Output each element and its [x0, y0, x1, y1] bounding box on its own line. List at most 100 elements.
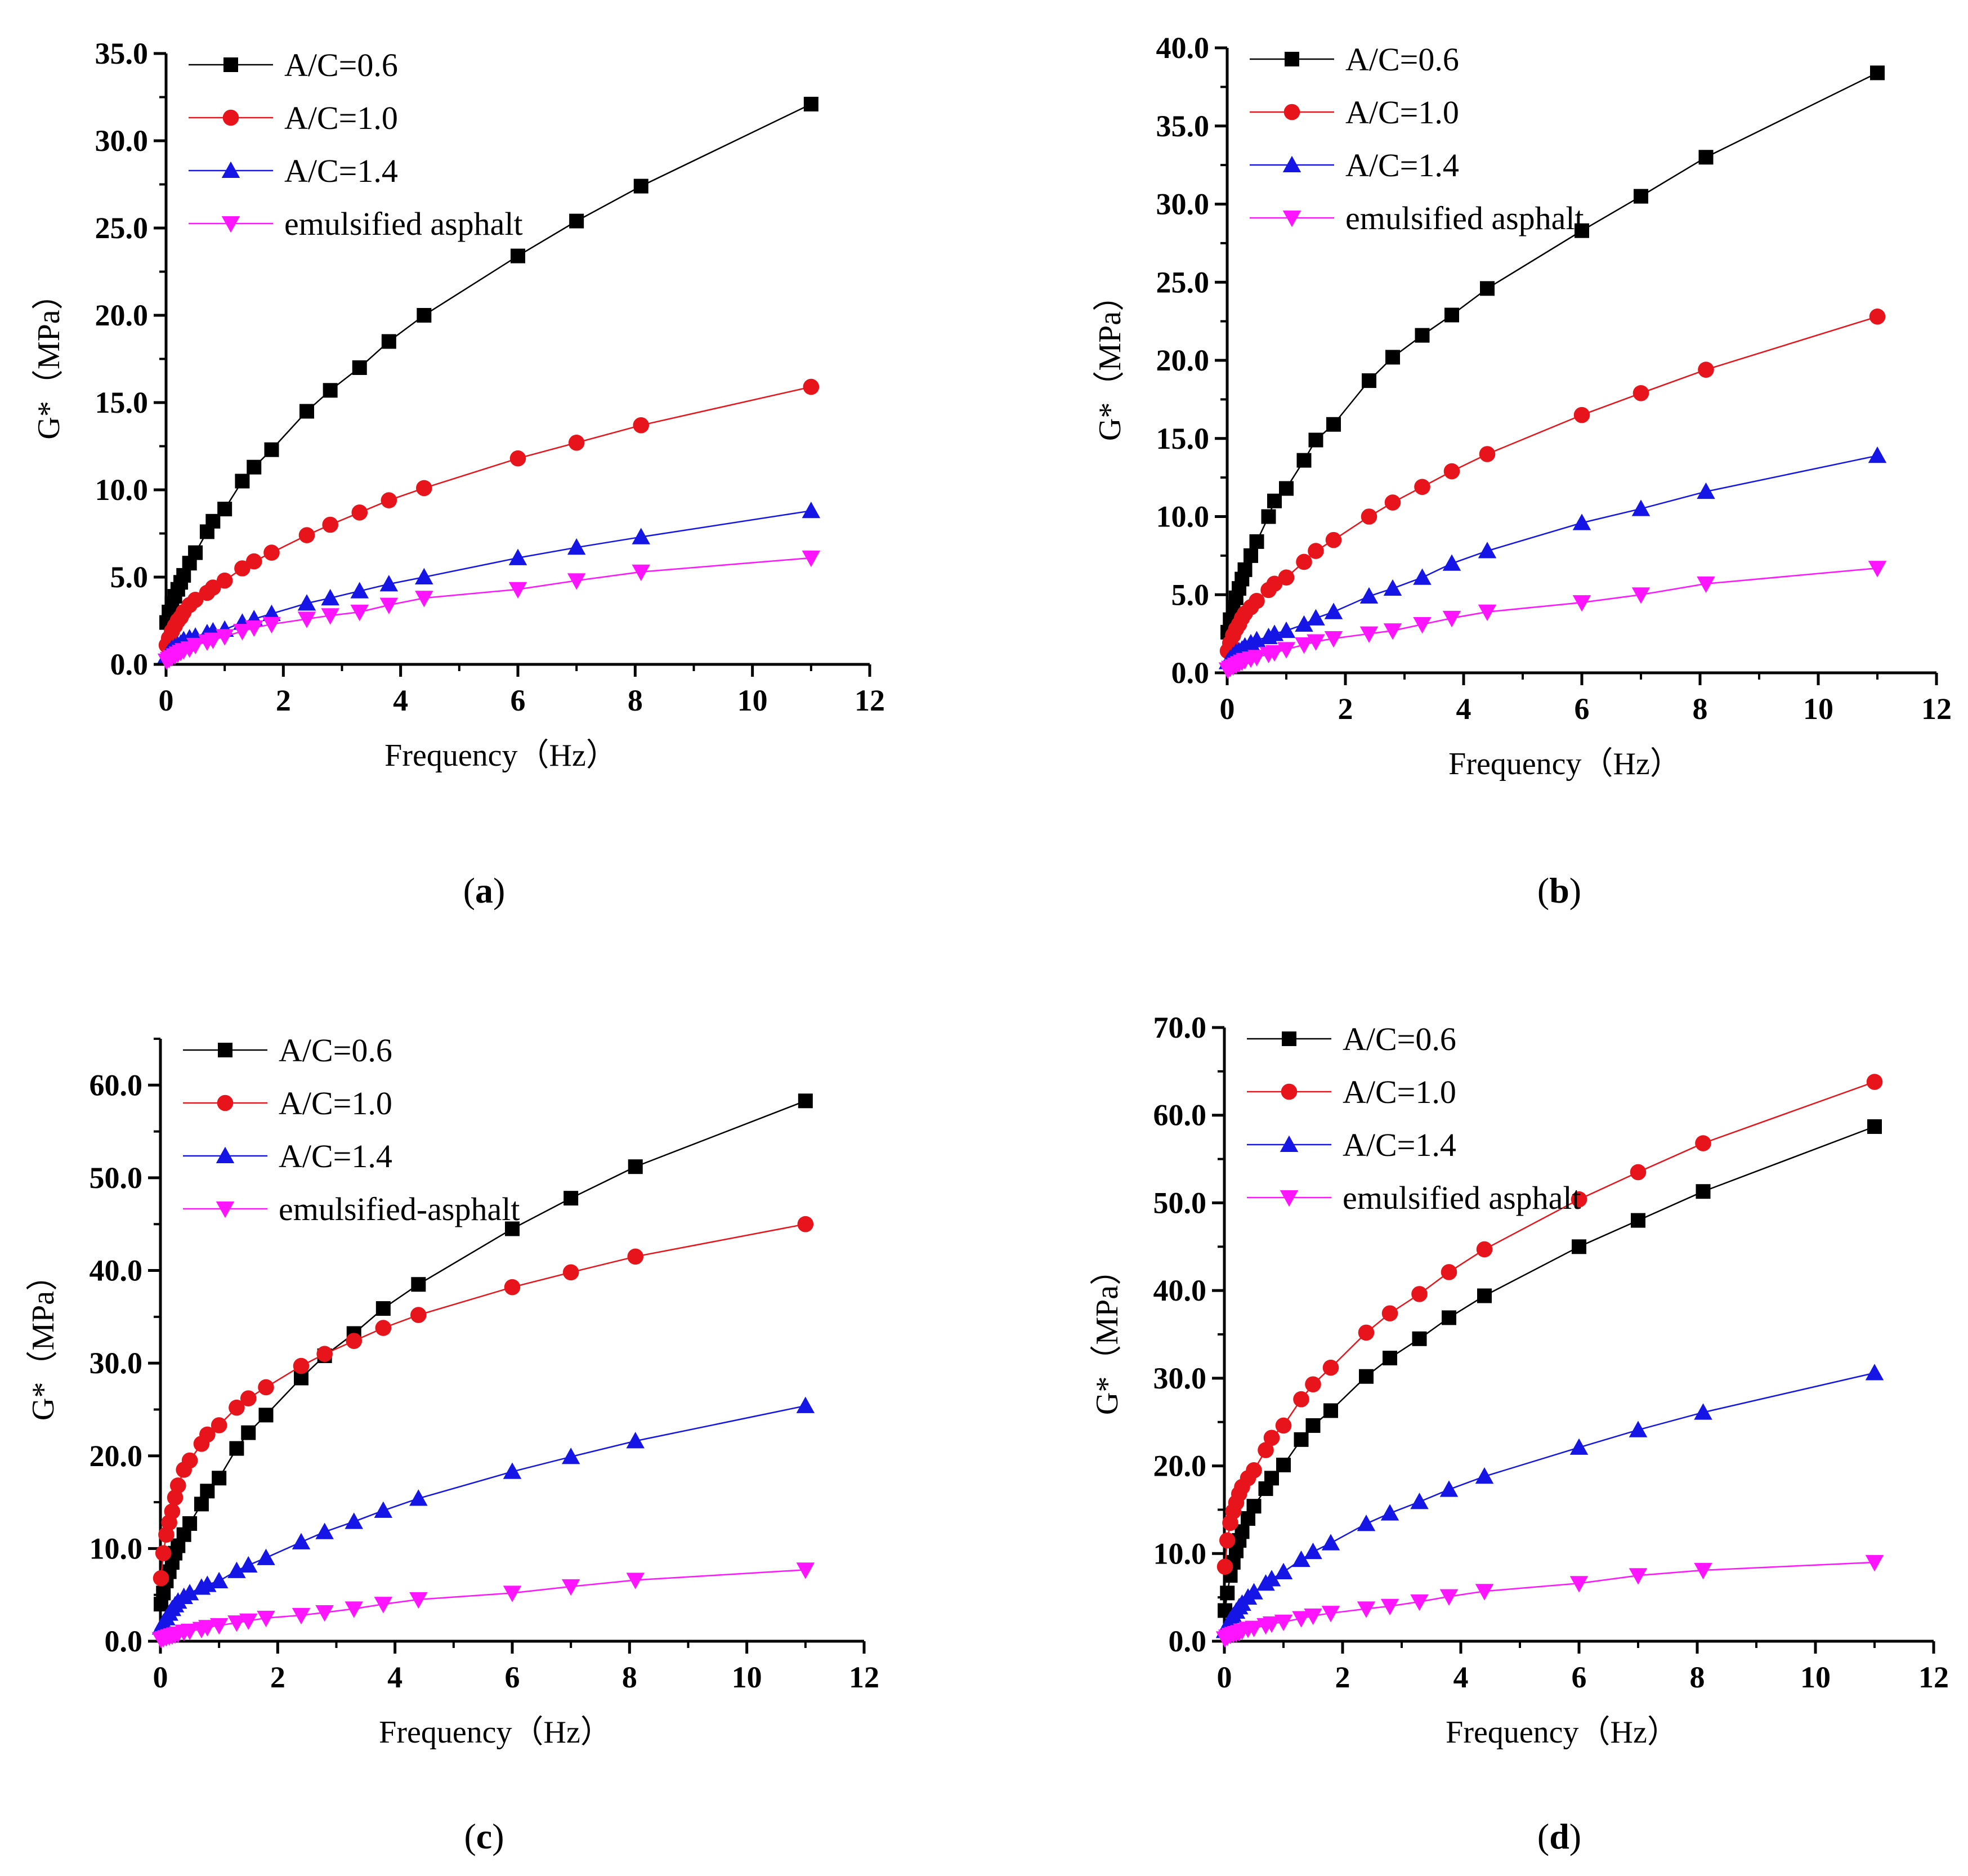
y-tick-label: 40.0 — [1156, 31, 1210, 65]
data-point-series-1 — [1571, 1191, 1587, 1208]
data-point-series-3 — [204, 632, 222, 649]
data-point-series-3 — [350, 605, 369, 622]
legend-marker — [221, 216, 240, 233]
data-point-series-2 — [292, 1533, 311, 1549]
data-point-series-2 — [1410, 1493, 1429, 1509]
y-tick-label: 40.0 — [1153, 1274, 1207, 1307]
data-point-series-3 — [1629, 1568, 1648, 1585]
panel-caption-b: (b) — [1537, 870, 1582, 910]
data-point-series-3 — [186, 637, 205, 655]
data-point-series-0 — [803, 96, 818, 111]
data-point-series-3 — [1295, 637, 1313, 654]
data-point-series-2 — [1478, 542, 1497, 559]
data-point-series-2 — [1262, 1570, 1281, 1587]
data-point-series-0 — [1867, 1119, 1882, 1134]
data-point-series-0 — [633, 178, 648, 194]
data-point-series-0 — [1696, 1184, 1711, 1199]
data-point-series-1 — [627, 1248, 644, 1265]
data-point-series-0 — [1237, 562, 1253, 577]
data-point-series-0 — [1294, 1432, 1309, 1447]
x-tick-label: 2 — [1335, 1660, 1350, 1694]
data-point-series-2 — [1383, 579, 1402, 596]
x-tick-label: 8 — [1690, 1660, 1705, 1694]
series-line-2 — [1224, 1372, 1875, 1631]
data-point-series-0 — [1244, 548, 1258, 563]
data-point-series-3 — [802, 550, 821, 568]
data-point-series-1 — [1476, 1241, 1493, 1258]
data-point-series-0 — [1267, 493, 1282, 508]
x-tick-label: 4 — [393, 684, 408, 717]
y-tick-label: 70.0 — [1153, 1011, 1207, 1044]
data-point-series-1 — [263, 544, 280, 561]
data-point-series-0 — [188, 545, 203, 560]
data-point-series-0 — [1870, 65, 1885, 81]
data-point-series-3 — [409, 1592, 428, 1609]
data-point-series-1 — [1414, 479, 1430, 495]
x-tick-label: 8 — [622, 1660, 637, 1694]
data-point-series-3 — [796, 1562, 815, 1579]
data-point-series-0 — [229, 1441, 244, 1456]
legend-marker — [216, 1201, 235, 1218]
data-point-series-1 — [1411, 1286, 1428, 1302]
data-point-series-3 — [1292, 1611, 1310, 1628]
data-point-series-3 — [257, 1610, 275, 1628]
series-line-0 — [1227, 72, 1878, 633]
data-point-series-1 — [1443, 463, 1460, 480]
x-axis-title: Frequency（Hz） — [379, 1715, 612, 1750]
data-point-series-2 — [1868, 446, 1887, 463]
data-point-series-2 — [180, 1584, 199, 1601]
data-point-series-1 — [1361, 508, 1377, 525]
data-point-series-0 — [1444, 307, 1459, 323]
data-point-series-1 — [1216, 1558, 1233, 1575]
legend-label: A/C=0.6 — [284, 47, 398, 83]
data-point-series-2 — [297, 594, 316, 611]
legend-marker — [1281, 1083, 1298, 1100]
data-point-series-0 — [628, 1159, 643, 1174]
data-point-series-2 — [1439, 1480, 1459, 1497]
data-point-series-0 — [264, 442, 279, 457]
legend-label: A/C=0.6 — [1343, 1021, 1456, 1057]
data-point-series-1 — [504, 1279, 521, 1296]
data-point-series-1 — [298, 527, 315, 543]
y-tick-label: 20.0 — [1153, 1449, 1207, 1483]
x-axis-title: Frequency（Hz） — [1448, 747, 1681, 781]
data-point-series-1 — [1278, 569, 1295, 586]
legend-marker — [217, 1095, 234, 1111]
legend-marker — [216, 1146, 235, 1163]
data-point-series-3 — [209, 1618, 229, 1635]
panel-caption-d: (d) — [1537, 1816, 1582, 1856]
data-point-series-3 — [315, 1605, 334, 1622]
y-tick-label: 30.0 — [1156, 187, 1210, 221]
data-point-series-1 — [410, 1307, 427, 1323]
data-point-series-3 — [1413, 617, 1432, 634]
data-point-series-0 — [212, 1471, 227, 1486]
data-point-series-3 — [508, 582, 527, 598]
data-point-series-0 — [375, 1301, 391, 1316]
data-point-series-2 — [1307, 609, 1325, 626]
y-axis-title: G*（MPa） — [26, 1259, 61, 1421]
data-point-series-0 — [1308, 432, 1323, 448]
legend-label: A/C=1.4 — [1345, 147, 1459, 184]
data-point-series-1 — [1632, 385, 1649, 401]
data-point-series-3 — [180, 1623, 199, 1641]
data-point-series-1 — [167, 1489, 184, 1506]
data-point-series-2 — [315, 1522, 334, 1539]
data-point-series-3 — [503, 1585, 522, 1602]
data-point-series-0 — [323, 383, 338, 398]
x-tick-label: 2 — [1338, 692, 1353, 726]
data-point-series-3 — [292, 1607, 311, 1625]
data-point-series-0 — [1698, 150, 1714, 165]
y-tick-label: 0.0 — [105, 1624, 143, 1658]
data-point-series-1 — [1866, 1074, 1883, 1090]
data-point-series-2 — [257, 1548, 275, 1565]
data-point-series-2 — [321, 588, 339, 606]
data-point-series-3 — [632, 564, 650, 581]
data-point-series-1 — [181, 1452, 198, 1469]
legend-marker — [218, 1043, 232, 1057]
series-line-0 — [160, 1100, 806, 1605]
data-point-series-1 — [240, 1390, 257, 1407]
data-point-series-2 — [1295, 615, 1313, 632]
data-point-series-0 — [1326, 417, 1341, 432]
data-point-series-1 — [1325, 531, 1342, 548]
data-point-series-3 — [1277, 642, 1296, 659]
